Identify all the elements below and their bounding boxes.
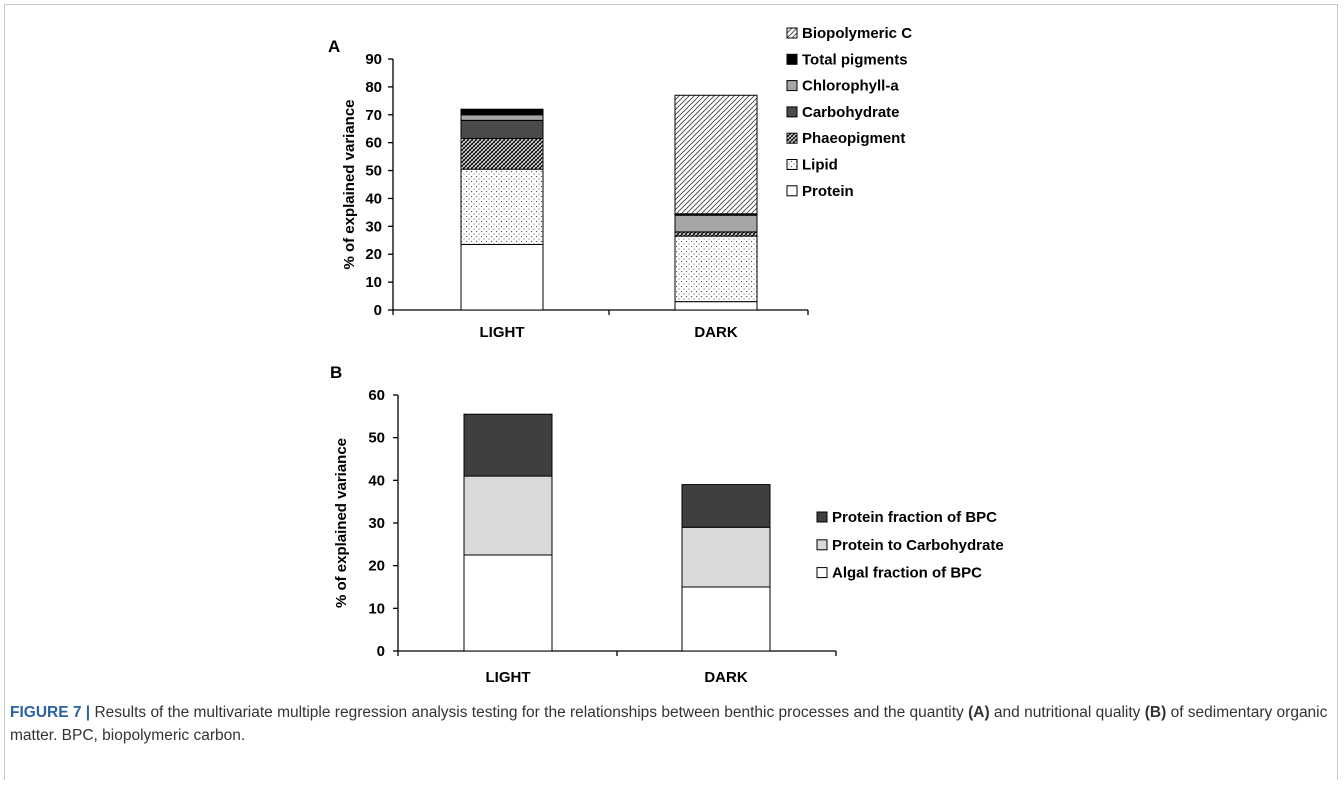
legend-label: Carbohydrate — [802, 104, 900, 121]
bar-segment-algal-fraction-of-bpc-dark — [681, 586, 771, 652]
legend-swatch — [786, 185, 798, 197]
bar-segment-lipid-dark — [674, 235, 758, 303]
y-tick-label: 70 — [365, 107, 382, 124]
bar-segment-biopolymeric-c-dark — [674, 94, 758, 215]
x-category-label: LIGHT — [486, 669, 531, 686]
panel-label: A — [328, 37, 340, 56]
legend-swatch — [786, 80, 798, 92]
bar-segment-carbohydrate-light — [460, 119, 544, 139]
panel-a-chart: A % of explained variance 0 10 20 30 40 50 60 70 8… — [328, 25, 912, 341]
legend-swatch — [786, 132, 798, 144]
y-tick-label: 60 — [368, 387, 385, 404]
legend-label: Chlorophyll-a — [802, 78, 899, 95]
y-tick-label: 80 — [365, 79, 382, 96]
legend-label: Algal fraction of BPC — [832, 565, 982, 582]
x-category-label: LIGHT — [480, 324, 525, 341]
panel-label: B — [330, 363, 342, 382]
legend-label: Protein fraction of BPC — [832, 509, 997, 526]
y-tick-label: 40 — [368, 472, 385, 489]
legend-swatch — [786, 27, 798, 39]
legend-swatch — [786, 106, 798, 118]
x-category-label: DARK — [704, 669, 747, 686]
y-axis-title: % of explained variance — [341, 99, 358, 269]
legend-swatch — [816, 511, 828, 523]
figure-canvas: A % of explained variance 0 10 20 30 40 50 60 70 8… — [328, 25, 1004, 686]
bar-segment-chlorophyll-a-light — [460, 114, 544, 121]
y-tick-label: 50 — [368, 430, 385, 447]
bar-segment-lipid-light — [460, 168, 544, 245]
bar-segment-protein-fraction-of-bpc-dark — [681, 484, 771, 528]
caption-text-part3: of sedimentary organic matter. BPC, biop… — [10, 704, 1328, 744]
bar-segment-protein-dark — [674, 301, 758, 311]
bar-segment-protein-fraction-of-bpc-light — [463, 413, 553, 477]
bar-segment-algal-fraction-of-bpc-light — [463, 554, 553, 652]
y-tick-label: 60 — [365, 135, 382, 152]
bar-segment-chlorophyll-a-dark — [674, 214, 758, 233]
y-tick-label: 10 — [368, 600, 385, 617]
legend-label: Phaeopigment — [802, 130, 905, 147]
y-tick-label: 0 — [374, 302, 382, 319]
y-tick-label: 30 — [368, 515, 385, 532]
y-tick-label: 40 — [365, 190, 382, 207]
legend-label: Biopolymeric C — [802, 25, 912, 42]
y-tick-label: 0 — [377, 643, 385, 660]
y-tick-label: 20 — [368, 558, 385, 575]
bar-segment-protein-to-carbohydrate-dark — [681, 526, 771, 588]
y-tick-label: 10 — [365, 274, 382, 291]
caption-ref-b: (B) — [1144, 704, 1167, 721]
bar-segment-protein-light — [460, 243, 544, 311]
x-category-label: DARK — [694, 324, 737, 341]
legend-label: Protein — [802, 183, 854, 200]
bar-segment-total-pigments-light — [460, 108, 544, 116]
bar-segment-phaeopigment-light — [460, 137, 544, 170]
bar-segment-protein-to-carbohydrate-light — [463, 475, 553, 556]
y-axis-title: % of explained variance — [333, 438, 350, 608]
legend-swatch — [786, 159, 798, 170]
caption-ref-a: (A) — [968, 704, 990, 721]
legend-swatch — [816, 567, 828, 579]
figure-number: FIGURE 7 | — [10, 704, 91, 721]
legend-label: Protein to Carbohydrate — [832, 537, 1004, 554]
figure-caption: FIGURE 7 | Results of the multivariate m… — [10, 701, 1330, 747]
legend-swatch — [786, 53, 798, 65]
bar-segment-phaeopigment-dark — [674, 231, 758, 237]
y-tick-label: 20 — [365, 246, 382, 263]
legend-swatch — [816, 539, 828, 551]
caption-text-part2: and nutritional quality — [989, 704, 1145, 721]
y-tick-label: 30 — [365, 218, 382, 235]
y-tick-label: 90 — [365, 51, 382, 68]
legend-label: Lipid — [802, 157, 838, 174]
caption-text-part1: Results of the multivariate multiple reg… — [90, 704, 969, 721]
figure-frame — [4, 4, 1338, 780]
legend-label: Total pigments — [802, 51, 908, 68]
y-tick-label: 50 — [365, 163, 382, 180]
panel-b-chart: B % of explained variance 0 10 20 30 40 50 60 LIG… — [330, 363, 1004, 686]
